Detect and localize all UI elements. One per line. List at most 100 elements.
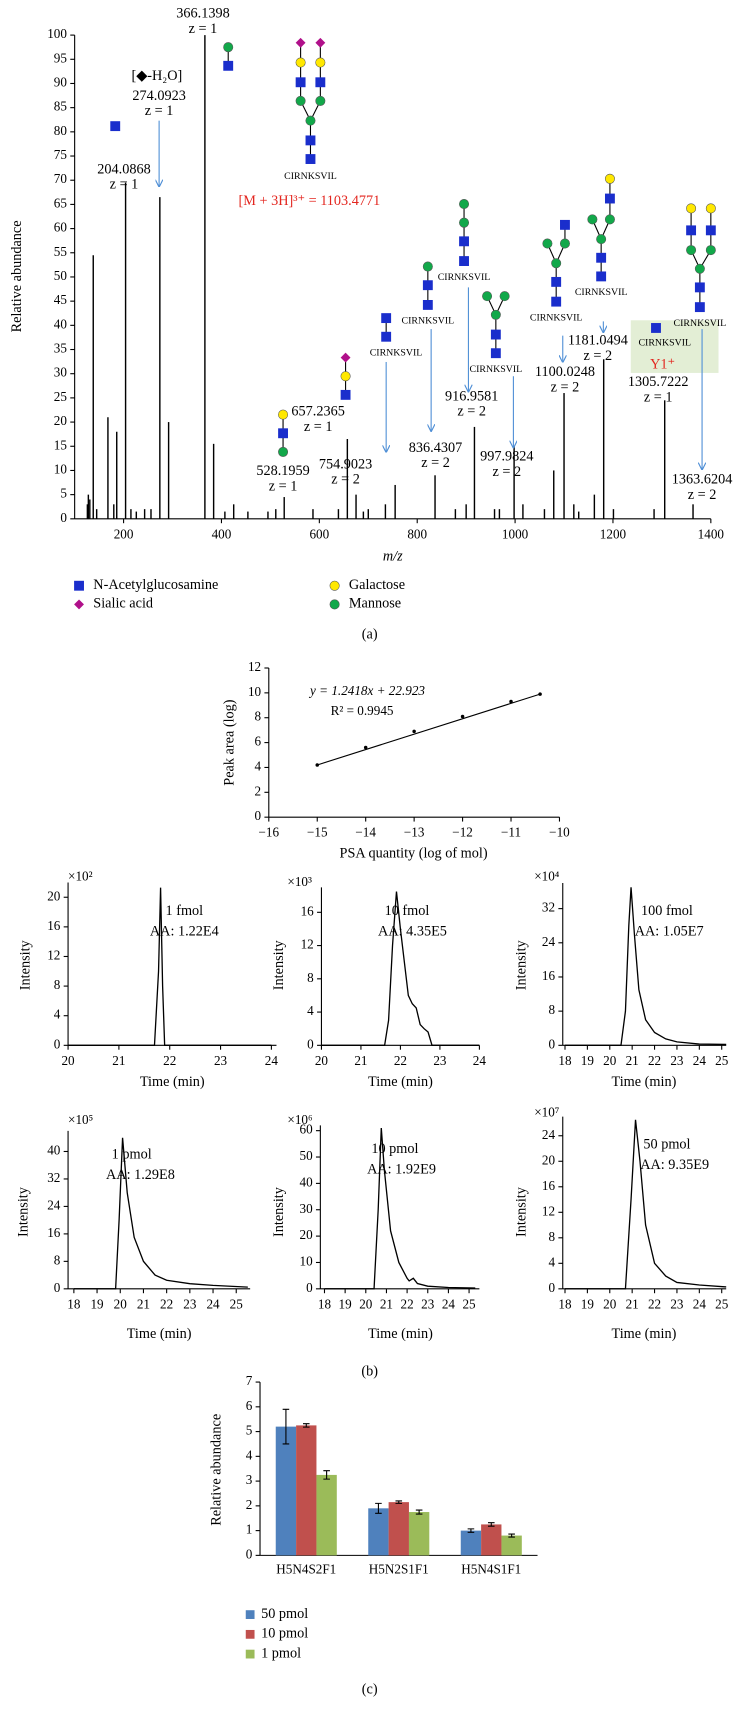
y-tick-label: 8 xyxy=(54,977,61,992)
y-tick-label: 8 xyxy=(255,709,262,724)
x-tick-label: 20 xyxy=(603,1296,617,1311)
glycan-hexose xyxy=(542,238,553,249)
y-tick-label: 75 xyxy=(54,147,68,162)
peak-mz-label: 754.9023 xyxy=(319,456,372,472)
peak-charge-label: z = 1 xyxy=(110,177,139,193)
y-tick-label: 50 xyxy=(300,1148,314,1163)
peak-charge-label: z = 2 xyxy=(421,455,450,471)
glycan-glcnac xyxy=(295,77,306,88)
y-tick-label: 12 xyxy=(301,937,314,952)
x-tick-label: 19 xyxy=(581,1296,595,1311)
glycan-glcnac xyxy=(422,299,433,310)
x-tick-label: 19 xyxy=(339,1296,353,1311)
y-tick-label: 20 xyxy=(54,413,68,428)
error-bar xyxy=(415,1509,423,1515)
glycan-glcnac xyxy=(694,302,705,313)
y-tick-label: 10 xyxy=(54,461,68,476)
peak-mz-label: 204.0868 xyxy=(97,161,150,177)
x-tick-label: 19 xyxy=(581,1053,595,1068)
x-tick-label: H5N4S2F1 xyxy=(276,1562,336,1577)
y-tick-label: 85 xyxy=(54,99,68,114)
x-tick-label: 22 xyxy=(648,1296,661,1311)
point xyxy=(460,714,465,719)
y-tick-label: 8 xyxy=(549,1229,556,1244)
x-tick-label: 21 xyxy=(380,1296,393,1311)
peptide-label: CIRNKSVIL xyxy=(470,364,523,375)
peak-mz-label: 1181.0494 xyxy=(568,332,628,348)
y-tick-label: 12 xyxy=(542,1203,555,1218)
x-tick-label: 18 xyxy=(558,1296,572,1311)
x-axis-label: Time (min) xyxy=(612,1074,677,1090)
legend-label: Sialic acid xyxy=(93,596,153,612)
bar xyxy=(481,1524,502,1556)
error-bar xyxy=(282,1408,290,1445)
glycan-hexose xyxy=(459,217,470,228)
trace xyxy=(68,887,272,1046)
y-tick-label: 1 xyxy=(246,1522,253,1537)
glycan-glcnac xyxy=(651,323,661,333)
y-axis-label: Intensity xyxy=(18,939,34,990)
y-tick-label: 12 xyxy=(47,947,60,962)
error-bar xyxy=(467,1528,475,1533)
legend-label: N-Acetylglucosamine xyxy=(93,577,218,593)
y-tick-label: 35 xyxy=(54,341,68,356)
x-tick-label: 18 xyxy=(67,1296,81,1311)
glycan-glcnac xyxy=(596,252,607,263)
y-tick-label: 20 xyxy=(300,1227,314,1242)
annotation: AA: 1.22E4 xyxy=(150,924,219,940)
legend-swatch xyxy=(245,1610,255,1619)
y-tick-label: 24 xyxy=(542,1127,556,1142)
x-tick-label: 21 xyxy=(137,1296,150,1311)
point xyxy=(509,699,513,704)
bar xyxy=(501,1535,522,1556)
peptide-label: CIRNKSVIL xyxy=(674,318,727,329)
annotation: 1 fmol xyxy=(166,903,204,919)
glycan-hexose xyxy=(223,42,234,53)
peak-charge-label: z = 2 xyxy=(331,472,360,488)
peak-charge-label: z = 1 xyxy=(644,389,673,405)
x-tick-label: 1200 xyxy=(600,526,627,541)
x-tick-label: 25 xyxy=(230,1296,244,1311)
glycan-glcnac xyxy=(305,154,316,164)
glycan-glcnac xyxy=(490,348,501,359)
annotation: AA: 4.35E5 xyxy=(378,924,447,940)
peak-charge-label: z = 2 xyxy=(457,404,486,420)
y-axis-label: Intensity xyxy=(513,1186,529,1237)
peak-mz-label: 1363.6204 xyxy=(672,472,733,488)
water-loss-label: [◆-H₂O] xyxy=(132,68,183,84)
x-tick-label: 800 xyxy=(407,526,427,541)
y-tick-label: 55 xyxy=(54,244,68,259)
bar xyxy=(296,1425,317,1556)
glycan-hexose xyxy=(490,309,501,320)
glycan-hexose xyxy=(340,371,351,382)
glycan-hexose xyxy=(604,214,615,225)
x-tick-label: 25 xyxy=(462,1296,476,1311)
glycan-glcnac xyxy=(560,219,570,230)
y-tick-label: 32 xyxy=(47,1170,60,1185)
x-tick-label: 21 xyxy=(626,1296,639,1311)
x-tick-label: −14 xyxy=(355,825,376,840)
y-tick-label: 0 xyxy=(54,1280,61,1295)
y-tick-label: 16 xyxy=(542,968,556,983)
y-tick-label: 20 xyxy=(47,888,61,903)
y-tick-label: 16 xyxy=(47,918,61,933)
glycan-glcnac xyxy=(278,428,288,439)
y-tick-label: 20 xyxy=(542,1152,556,1167)
glycan-glcnac xyxy=(305,135,316,146)
glycan-hexose xyxy=(587,214,598,225)
caption: (b) xyxy=(361,1363,378,1379)
x-tick-label: 400 xyxy=(212,526,232,541)
peak-charge-label: z = 2 xyxy=(493,464,522,480)
glycan-sialic xyxy=(340,352,351,363)
annotation: 10 pmol xyxy=(371,1141,418,1157)
error-bar xyxy=(302,1423,310,1428)
y-tick-label: 60 xyxy=(54,220,68,235)
glycan-glcnac xyxy=(315,77,326,88)
bar xyxy=(275,1426,297,1556)
annotation: AA: 1.05E7 xyxy=(635,924,704,940)
x-tick-label: 23 xyxy=(183,1296,197,1311)
x-tick-label: 22 xyxy=(160,1296,173,1311)
glycan-hexose xyxy=(329,599,340,610)
peak-mz-label: 657.2365 xyxy=(291,404,344,420)
x-tick-label: 24 xyxy=(206,1296,220,1311)
